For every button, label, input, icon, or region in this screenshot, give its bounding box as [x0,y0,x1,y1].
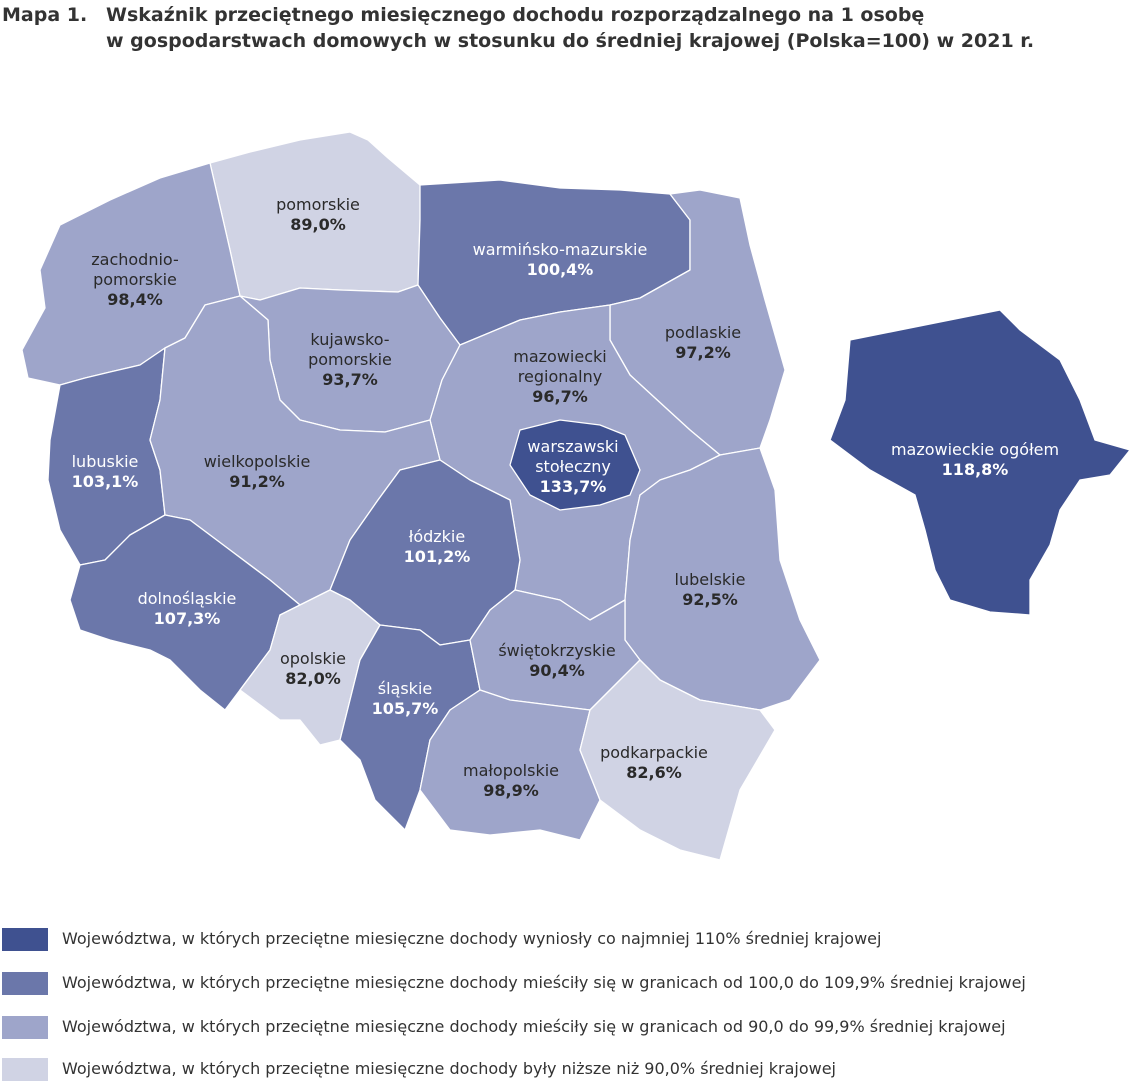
region-value-podlaskie: 97,2% [675,343,731,362]
region-value-dolnoslaskie: 107,3% [154,609,221,628]
region-label-kujawsko-pomorskie-0: kujawsko- [310,330,389,349]
legend-swatch-cat4 [2,1058,48,1081]
region-label-lubuskie-0: lubuskie [72,452,139,471]
legend-text-cat2: Województwa, w których przeciętne miesię… [62,973,1026,992]
region-label-slaskie-0: śląskie [378,679,432,698]
region-label-dolnoslaskie-0: dolnośląskie [138,589,237,608]
region-label-podkarpackie-0: podkarpackie [600,743,708,762]
map-title-line-1: Wskaźnik przeciętnego miesięcznego docho… [106,4,925,26]
region-warszawski-stoleczny[interactable] [509,419,641,511]
region-label-pomorskie-0: pomorskie [276,195,360,214]
region-value-opolskie: 82,0% [285,669,341,688]
region-label-warminsko-mazurskie-0: warmińsko-mazurskie [473,240,648,259]
region-label-kujawsko-pomorskie-1: pomorskie [308,350,392,369]
legend-text-cat4: Województwa, w których przeciętne miesię… [62,1059,836,1078]
region-mazowieckie-ogolem[interactable] [829,309,1131,616]
region-opolskie[interactable] [239,589,381,746]
region-value-malopolskie: 98,9% [483,781,539,800]
region-label-opolskie-0: opolskie [280,649,346,668]
labels-layer: pomorskie89,0%zachodnio-pomorskie98,4%wa… [72,195,1059,800]
region-label-warszawski-stoleczny-1: stołeczny [535,457,611,476]
region-value-warminsko-mazurskie: 100,4% [527,260,594,279]
region-podkarpackie[interactable] [579,659,776,861]
region-malopolskie[interactable] [419,689,601,841]
region-label-mazowiecki-regionalny-1: regionalny [518,367,602,386]
region-value-lubelskie: 92,5% [682,590,738,609]
region-value-kujawsko-pomorskie: 93,7% [322,370,378,389]
region-value-swietokrzyskie: 90,4% [529,661,585,680]
legend-item-cat2: Województwa, w których przeciętne miesię… [2,968,1132,1000]
region-value-mazowiecki-regionalny: 96,7% [532,387,588,406]
poland-map: pomorskie89,0%zachodnio-pomorskie98,4%wa… [21,131,1131,861]
legend-swatch-cat2 [2,972,48,995]
legend-item-cat1: Województwa, w których przeciętne miesię… [2,924,1132,956]
legend-item-cat3: Województwa, w których przeciętne miesię… [2,1012,1132,1044]
region-label-swietokrzyskie-0: świętokrzyskie [498,641,615,660]
region-label-wielkopolskie-0: wielkopolskie [204,452,311,471]
region-label-zachodniopomorskie-1: pomorskie [93,270,177,289]
region-label-mazowiecki-regionalny-0: mazowiecki [513,347,606,366]
region-value-pomorskie: 89,0% [290,215,346,234]
region-label-warszawski-stoleczny-0: warszawski [527,437,618,456]
region-label-lodzkie-0: łódzkie [409,527,465,546]
regions-layer [21,131,1131,861]
map-title-line-2: w gospodarstwach domowych w stosunku do … [106,30,1035,52]
region-label-malopolskie-0: małopolskie [463,761,559,780]
legend-swatch-cat1 [2,928,48,951]
legend-swatch-cat3 [2,1016,48,1039]
region-value-slaskie: 105,7% [372,699,439,718]
region-value-lubuskie: 103,1% [72,472,139,491]
region-value-podkarpackie: 82,6% [626,763,682,782]
region-value-wielkopolskie: 91,2% [229,472,285,491]
region-value-zachodniopomorskie: 98,4% [107,290,163,309]
legend-text-cat3: Województwa, w których przeciętne miesię… [62,1017,1006,1036]
region-label-mazowieckie-ogolem-0: mazowieckie ogółem [891,440,1059,459]
region-value-mazowieckie-ogolem: 118,8% [942,460,1009,479]
region-label-podlaskie-0: podlaskie [665,323,741,342]
legend-item-cat4: Województwa, w których przeciętne miesię… [2,1054,1132,1086]
map-number: Mapa 1. [2,4,88,26]
legend-text-cat1: Województwa, w których przeciętne miesię… [62,929,882,948]
region-label-lubelskie-0: lubelskie [675,570,746,589]
region-label-zachodniopomorskie-0: zachodnio- [91,250,179,269]
region-value-warszawski-stoleczny: 133,7% [540,477,607,496]
region-value-lodzkie: 101,2% [404,547,471,566]
